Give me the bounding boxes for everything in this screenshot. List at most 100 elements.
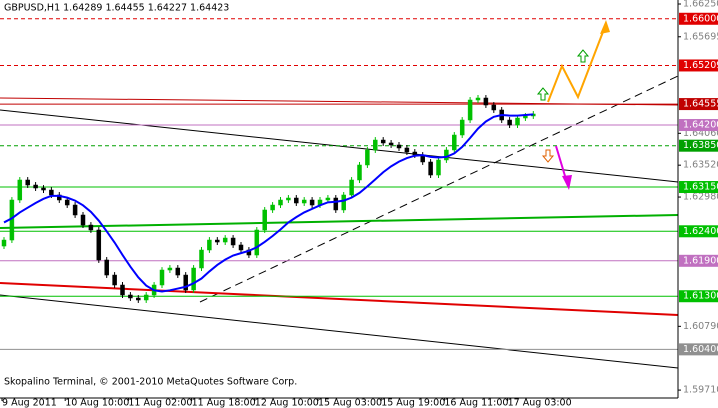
footer: Skopalino Terminal, © 2001-2010 MetaQuot… — [4, 377, 297, 388]
level-label: 1.66000 — [683, 13, 718, 24]
x-tick-label: 15 Aug 19:00 — [381, 398, 445, 408]
magenta-arrowhead — [562, 175, 572, 190]
candle-body — [325, 197, 331, 201]
level-label-box — [679, 181, 718, 194]
candle-body — [136, 297, 141, 301]
y-tick-label: 1.63520 — [683, 160, 718, 171]
candle-body — [380, 139, 386, 144]
green-trend-line — [0, 214, 679, 229]
y-tick-label: 1.59710 — [683, 385, 718, 396]
y-tick-label: 1.65695 — [683, 31, 718, 42]
level-label-box — [679, 98, 718, 111]
x-tick-label: 15 Aug 03:00 — [318, 398, 382, 408]
forecast-arrows — [536, 20, 610, 190]
candle-body — [262, 209, 267, 231]
candle-body — [404, 147, 410, 153]
candle-body — [222, 237, 228, 243]
candle-body — [33, 184, 38, 189]
candle-body — [491, 104, 497, 111]
candle-body — [25, 179, 30, 186]
candle-body — [428, 161, 433, 176]
level-label: 1.62400 — [683, 226, 718, 237]
candle-body — [199, 249, 204, 269]
candle-body — [270, 204, 275, 211]
x-tick-label: 11 Aug 02:00 — [128, 398, 192, 408]
level-label-box — [679, 290, 718, 303]
candle-body — [112, 274, 117, 286]
candle-body — [49, 189, 54, 196]
candle-body — [388, 142, 394, 146]
level-label: 1.61300 — [683, 291, 718, 302]
candle-body — [357, 164, 362, 181]
level-label-box — [679, 254, 718, 267]
up-arrow-icon — [536, 87, 550, 101]
dashed-trend-line — [199, 75, 679, 303]
candle-body — [483, 97, 489, 106]
candle-body — [507, 119, 512, 126]
candle-body — [159, 269, 165, 286]
moving-average — [3, 113, 534, 293]
candle-body — [452, 134, 457, 151]
level-label: 1.64555 — [683, 99, 718, 110]
candle-body — [104, 259, 109, 276]
x-tick-label: 16 Aug 11:00 — [444, 398, 508, 408]
up-arrow-icon — [576, 49, 590, 63]
level-label: 1.60400 — [683, 344, 718, 355]
down-arrow-icon — [541, 149, 555, 163]
candle-body — [294, 197, 299, 204]
candle-body — [64, 199, 70, 206]
candle-body — [80, 214, 86, 226]
level-label-box — [679, 139, 718, 152]
candle-body — [96, 229, 102, 261]
level-label-box — [679, 12, 718, 25]
candle-body — [72, 204, 78, 216]
candle-body — [120, 284, 125, 296]
x-tick-label: 10 Aug 10:00 — [65, 398, 129, 408]
level-label-box — [679, 225, 718, 238]
level-label-box — [679, 343, 718, 356]
candle-body — [17, 179, 23, 201]
y-tick-label: 1.60790 — [683, 321, 718, 332]
candle-body — [436, 159, 441, 176]
candle-body — [365, 149, 370, 166]
candle-body — [286, 197, 291, 201]
candle-body — [238, 244, 244, 251]
level-label: 1.63150 — [683, 182, 718, 193]
x-tick-label: 12 Aug 10:00 — [255, 398, 319, 408]
orange-path — [547, 23, 607, 103]
red-trend-line — [0, 282, 679, 316]
channel-line — [0, 294, 679, 369]
candle-body — [523, 115, 528, 119]
candle-body — [278, 199, 283, 206]
level-label: 1.65209 — [683, 60, 718, 71]
candle-body — [191, 267, 196, 291]
level-label: 1.63850 — [683, 140, 718, 151]
candle-body — [1, 239, 7, 247]
candle-body — [396, 144, 402, 149]
chart-title: GBPUSD,H1 1.64289 1.64455 1.64227 1.6442… — [4, 3, 229, 14]
orange-arrowhead — [600, 20, 610, 34]
candle-body — [515, 117, 520, 126]
candle-body — [41, 187, 46, 191]
candle-body — [459, 119, 465, 136]
candle-body — [183, 274, 188, 291]
candle-body — [175, 267, 181, 276]
y-tick-label: 1.62980 — [683, 192, 718, 203]
level-label-box — [679, 59, 718, 72]
candle-body — [88, 224, 94, 231]
x-tick-label: 11 Aug 18:00 — [192, 398, 256, 408]
candle-body — [167, 267, 173, 271]
candle-body — [444, 149, 449, 161]
candle-body — [254, 229, 260, 256]
candle-body — [467, 99, 473, 121]
level-label: 1.64200 — [683, 120, 718, 131]
candle-body — [207, 239, 212, 251]
candle-body — [230, 237, 236, 246]
candle-body — [341, 194, 346, 211]
level-label-box — [679, 119, 718, 132]
candle-body — [349, 179, 354, 196]
level-label: 1.61900 — [683, 255, 718, 266]
candle-body — [373, 139, 378, 151]
